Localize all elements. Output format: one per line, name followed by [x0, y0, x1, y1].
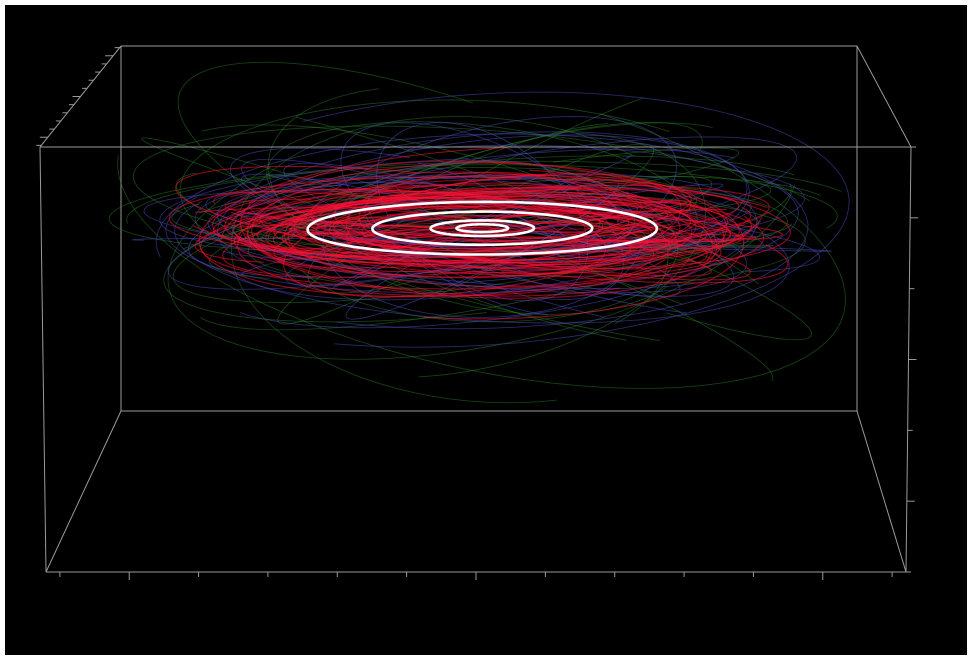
orbit-rings: [306, 200, 659, 256]
trajectory-line: [340, 122, 624, 300]
trajectory-line: [230, 189, 742, 249]
trajectory-line: [244, 201, 722, 277]
trajectory-line: [198, 147, 763, 298]
trajectory-line: [183, 176, 821, 250]
trajectory-line: [233, 197, 732, 264]
trajectory-line: [283, 182, 681, 279]
y-tick-label: −50: [60, 42, 101, 71]
trajectory-line: [225, 134, 750, 301]
trajectory-line: [132, 125, 811, 254]
trajectory-line: [332, 203, 630, 253]
trajectory-line: [175, 165, 789, 284]
trajectory-line: [335, 207, 630, 273]
trajectory-line: [358, 191, 607, 274]
orbit-ring: [429, 219, 536, 238]
orbit-trajectories: [108, 61, 850, 404]
box-edge: [45, 410, 122, 573]
trajectory-line: [277, 200, 688, 261]
trajectory-line: [277, 97, 645, 325]
x-tick-label: 50: [810, 593, 836, 622]
trajectory-line: [108, 160, 842, 254]
trajectory-line: [287, 192, 666, 288]
trajectory-line: [177, 61, 627, 341]
trajectory-line: [282, 173, 682, 298]
trajectory-line: [126, 164, 838, 229]
trajectory-line: [237, 208, 727, 228]
y-tick-label: 0: [56, 83, 69, 112]
trajectory-line: [295, 116, 812, 341]
z-tick-label: 20: [922, 204, 948, 233]
box-edge: [856, 45, 912, 148]
box-edge: [39, 146, 47, 573]
trajectory-line: [302, 91, 850, 348]
y-tick-label: 50: [12, 123, 38, 152]
trajectory-line: [231, 202, 706, 290]
trajectory-line: [117, 113, 846, 389]
trajectory-line: [271, 121, 703, 252]
trajectory-line: [174, 201, 790, 324]
x-tick-label: 0: [470, 593, 483, 622]
orbit-ring: [371, 210, 594, 247]
trajectory-line: [224, 198, 740, 243]
trajectory-line: [239, 160, 725, 297]
orbit-ring: [455, 223, 510, 234]
trajectory-line: [168, 176, 768, 264]
box-edge: [856, 410, 907, 573]
axis-ticks: [36, 47, 919, 580]
trajectory-line: [266, 121, 698, 234]
trajectory-line: [236, 174, 728, 297]
bounding-box-back: [45, 45, 907, 573]
trajectory-line: [272, 179, 692, 257]
z-tick-label: 0: [922, 346, 935, 375]
z-tick-label: −20: [922, 487, 963, 516]
trajectory-line: [322, 188, 643, 256]
orbit-ring: [306, 200, 659, 256]
axis-tick-labels: −50 0 50 20 0 −20 −50 0 50: [12, 42, 963, 622]
x-tick-label: −50: [109, 593, 150, 622]
trajectory-line: [200, 190, 765, 290]
trajectory-line: [248, 147, 740, 240]
trajectory-line: [247, 178, 689, 278]
plot-background: [5, 5, 967, 655]
trajectory-line: [328, 203, 578, 250]
